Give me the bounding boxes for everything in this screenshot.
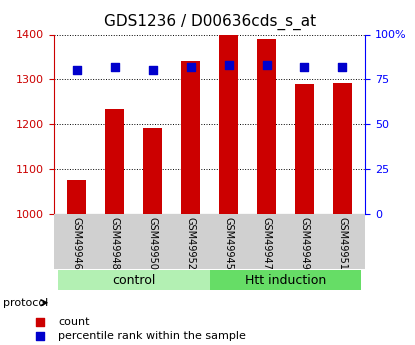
- Text: count: count: [58, 317, 89, 327]
- Point: [149, 68, 156, 73]
- Bar: [143, 128, 162, 214]
- Text: GSM49952: GSM49952: [186, 217, 195, 270]
- FancyBboxPatch shape: [54, 214, 365, 269]
- Text: GSM49945: GSM49945: [224, 217, 234, 269]
- Text: GSM49949: GSM49949: [300, 217, 310, 269]
- Point: [301, 64, 308, 70]
- FancyBboxPatch shape: [210, 270, 361, 290]
- Text: GSM49948: GSM49948: [110, 217, 120, 269]
- Point: [271, 275, 277, 280]
- Title: GDS1236 / D00636cds_s_at: GDS1236 / D00636cds_s_at: [103, 14, 316, 30]
- Bar: [257, 39, 276, 214]
- Bar: [295, 84, 314, 214]
- Bar: [181, 61, 200, 214]
- Bar: [333, 83, 352, 214]
- Point: [339, 64, 346, 70]
- Point: [263, 62, 270, 68]
- Text: Htt induction: Htt induction: [245, 274, 326, 287]
- Point: [73, 68, 80, 73]
- Bar: [219, 36, 238, 214]
- Text: GSM49946: GSM49946: [72, 217, 82, 269]
- Text: GSM49950: GSM49950: [148, 217, 158, 269]
- Text: GSM49947: GSM49947: [261, 217, 271, 269]
- Point: [187, 64, 194, 70]
- Text: protocol: protocol: [3, 298, 48, 308]
- Text: control: control: [112, 274, 155, 287]
- Bar: [67, 180, 86, 214]
- Text: GSM49951: GSM49951: [337, 217, 347, 269]
- Text: percentile rank within the sample: percentile rank within the sample: [58, 331, 246, 341]
- FancyBboxPatch shape: [58, 270, 210, 290]
- Point: [271, 149, 277, 155]
- Point: [111, 64, 118, 70]
- Bar: [105, 108, 124, 214]
- Point: [225, 62, 232, 68]
